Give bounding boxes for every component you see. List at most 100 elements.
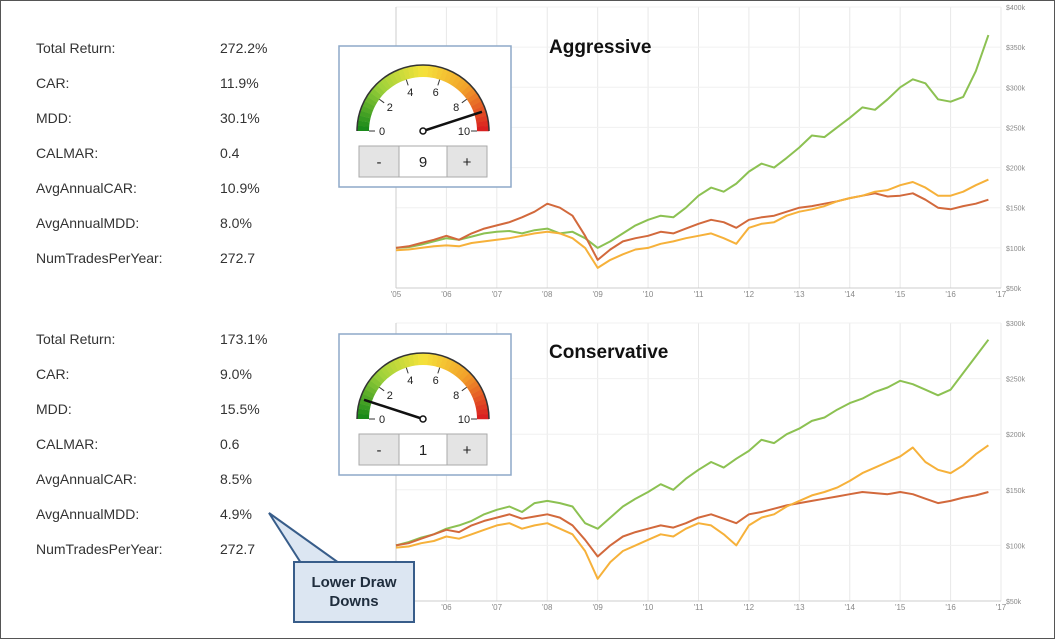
gauge-value (398, 433, 448, 466)
gauge-tick (437, 79, 441, 86)
minus-button[interactable] (358, 145, 400, 178)
stat-label: NumTradesPerYear: (36, 250, 163, 266)
x-tick-label: '06 (441, 290, 452, 299)
gauge-arc (380, 77, 392, 90)
gauge-value (398, 145, 448, 178)
gauge-arc (393, 69, 403, 83)
gauge-arc (454, 77, 467, 91)
gauge-arc (402, 354, 411, 368)
gauge-arc (458, 80, 470, 94)
gauge-tick-label: 6 (433, 375, 439, 387)
y-tick-label: $100k (1006, 543, 1026, 550)
x-tick-label: '12 (744, 290, 755, 299)
y-tick-label: $350k (1006, 45, 1026, 52)
minus-button-text[interactable]: - (377, 154, 382, 171)
gauge-arc (357, 408, 370, 415)
stat-value: 9.0% (220, 366, 252, 382)
y-tick-label: $50k (1006, 599, 1022, 606)
gauge-arc (469, 384, 482, 395)
y-tick-label: $100k (1006, 246, 1026, 253)
x-tick-label: '11 (694, 603, 704, 612)
gauge-arc (461, 372, 474, 385)
gauge-tick-label: 8 (453, 102, 459, 114)
gauge-arc (376, 368, 389, 381)
gauge-arc (471, 389, 485, 399)
stat-value: 8.0% (220, 215, 252, 231)
plus-button-text[interactable]: + (463, 442, 472, 459)
gauge-arc (471, 101, 485, 111)
gauge-needle (422, 110, 483, 133)
gauge-arc (357, 120, 370, 127)
gauge-arc (447, 360, 458, 374)
x-tick-label: '08 (542, 603, 553, 612)
stat-value: 4.9% (220, 506, 252, 522)
gauge-arc (397, 356, 407, 370)
plus-button-text[interactable]: + (463, 154, 472, 171)
gauge-tick-label: 2 (387, 102, 393, 114)
x-tick-label: '12 (744, 603, 755, 612)
gauge-arc (458, 368, 470, 382)
gauge-tick (379, 98, 385, 104)
y-tick-label: $300k (1006, 321, 1026, 328)
gauge-arc (360, 105, 374, 115)
y-tick-label: $150k (1006, 206, 1026, 213)
gauge-tick-label: 0 (379, 414, 385, 426)
gauge-tick (461, 386, 467, 392)
series-line (395, 491, 989, 558)
gauge-arc (435, 354, 444, 368)
gauge-tick (437, 367, 441, 374)
gauge-arc (357, 115, 371, 123)
gauge-pivot (419, 127, 427, 135)
gauge-arc (466, 380, 480, 392)
stat-value: 15.5% (220, 401, 260, 417)
minus-button-text[interactable]: - (377, 442, 382, 459)
chart-title: Conservative (549, 342, 668, 363)
gauge-arc (364, 96, 378, 107)
gauge-arc (474, 398, 488, 407)
stat-label: AvgAnnualMDD: (36, 215, 140, 231)
gauge-arc (475, 403, 489, 411)
stat-value: 30.1% (220, 110, 260, 126)
gauge-arc (431, 353, 439, 367)
gauge-tick (379, 386, 385, 392)
stat-value: 0.4 (220, 145, 240, 161)
gauge-arc (407, 65, 415, 79)
gauge-arc (466, 92, 480, 104)
gauge-arc (388, 72, 399, 85)
callout-pointer (268, 512, 343, 564)
stat-label: MDD: (36, 401, 72, 417)
gauge-tick-label: 10 (458, 414, 470, 426)
gauge-arc (372, 372, 386, 384)
gauge-arc (475, 115, 489, 123)
gauge-arc (362, 388, 376, 399)
stat-value: 10.9% (220, 180, 260, 196)
series-line (395, 192, 989, 261)
plus-button[interactable] (446, 433, 488, 466)
gauge-tick-label: 4 (407, 375, 413, 387)
gauge-arc (357, 403, 371, 411)
x-tick-label: '07 (492, 603, 503, 612)
gauge-arc (461, 84, 474, 97)
x-tick-label: '10 (643, 603, 654, 612)
stat-label: MDD: (36, 110, 72, 126)
gauge-arc (443, 358, 454, 372)
gauge-arc (402, 66, 411, 80)
series-line (395, 178, 989, 269)
x-tick-label: '17 (996, 290, 1007, 299)
x-tick-label: '13 (794, 290, 805, 299)
gauge-arc (362, 100, 376, 111)
x-tick-label: '15 (895, 603, 906, 612)
series-line (395, 339, 990, 547)
stat-label: AvgAnnualCAR: (36, 180, 137, 196)
gauge-arc (464, 88, 477, 100)
y-tick-label: $250k (1006, 125, 1026, 132)
gauge-arc (369, 87, 383, 100)
gauge-arc (431, 65, 439, 79)
gauge-arc (364, 384, 378, 395)
stat-label: CAR: (36, 366, 70, 382)
gauge-tick (461, 98, 467, 104)
plus-button[interactable] (446, 145, 488, 178)
stat-label: Total Return: (36, 331, 116, 347)
x-tick-label: '11 (694, 290, 704, 299)
